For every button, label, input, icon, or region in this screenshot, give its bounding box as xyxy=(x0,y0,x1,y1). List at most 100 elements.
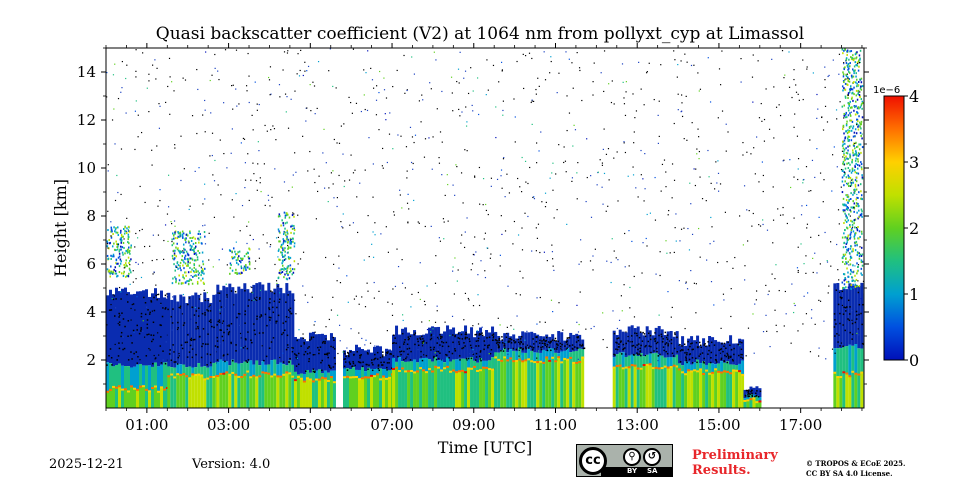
heat-noise xyxy=(506,173,508,175)
heat-noise xyxy=(421,321,423,323)
heat-noise xyxy=(658,135,660,138)
heat-noise xyxy=(224,49,227,51)
heat-cell xyxy=(476,330,480,363)
heat-noise xyxy=(245,85,248,87)
heat-noise xyxy=(412,168,414,170)
heat-noise xyxy=(808,190,810,192)
heat-noise xyxy=(710,182,712,184)
heat-noise xyxy=(625,91,627,93)
heat-noise xyxy=(627,175,629,177)
heat-speck xyxy=(120,229,122,232)
heat-noise xyxy=(151,164,153,166)
heat-cell xyxy=(533,361,537,364)
heat-noise xyxy=(391,314,394,316)
heat-speck xyxy=(285,267,287,270)
heat-speck xyxy=(847,145,849,148)
heat-noise xyxy=(622,81,624,83)
heat-speck xyxy=(729,356,732,359)
heat-cell xyxy=(848,376,852,408)
heat-noise xyxy=(768,290,770,292)
heat-speck xyxy=(846,132,849,135)
heat-speck xyxy=(451,352,454,355)
heat-speck xyxy=(667,343,670,345)
heat-noise xyxy=(271,291,273,293)
heat-speck xyxy=(479,350,482,352)
heat-cell xyxy=(446,365,450,368)
heat-speck xyxy=(718,349,720,351)
heat-speck xyxy=(114,270,117,273)
heat-noise xyxy=(402,319,404,322)
heat-speck xyxy=(847,167,850,170)
heat-speck xyxy=(860,197,862,200)
heat-noise xyxy=(617,259,619,261)
heat-speck xyxy=(833,326,836,328)
heat-cell xyxy=(410,361,414,372)
heat-speck xyxy=(846,64,848,67)
heat-cell xyxy=(690,370,694,373)
heat-cell xyxy=(654,352,658,368)
heat-noise xyxy=(502,114,504,116)
heat-noise xyxy=(711,226,713,228)
heat-cell xyxy=(672,364,676,367)
heat-speck xyxy=(429,338,432,341)
heat-speck xyxy=(475,333,478,336)
heat-noise xyxy=(489,257,491,259)
heat-speck xyxy=(837,341,839,343)
heat-speck xyxy=(232,359,234,362)
heat-cell xyxy=(657,367,661,370)
heat-cell xyxy=(127,292,130,367)
heat-speck xyxy=(847,102,849,105)
heat-noise xyxy=(410,306,412,308)
heat-cell xyxy=(627,366,631,369)
heat-cell xyxy=(237,376,241,408)
heat-cell xyxy=(264,372,268,408)
heat-speck xyxy=(177,264,180,267)
heat-cell xyxy=(258,365,262,377)
heat-noise xyxy=(157,293,159,296)
heat-speck xyxy=(288,277,291,280)
heat-cell xyxy=(735,343,739,366)
heat-speck xyxy=(847,275,850,278)
heat-speck xyxy=(546,346,548,348)
heat-speck xyxy=(856,118,858,121)
heat-noise xyxy=(426,285,428,287)
heat-noise xyxy=(332,170,334,172)
heat-speck xyxy=(400,350,403,352)
heat-noise xyxy=(470,67,472,69)
heat-speck xyxy=(860,272,862,275)
heat-noise xyxy=(457,269,459,271)
heat-speck xyxy=(290,240,293,243)
heat-noise xyxy=(811,309,813,311)
heat-noise xyxy=(410,161,413,164)
heat-noise xyxy=(654,219,657,221)
heat-cell xyxy=(551,348,555,358)
heat-speck xyxy=(691,357,694,359)
heat-noise xyxy=(155,78,157,80)
heat-noise xyxy=(717,261,719,264)
heat-speck xyxy=(174,361,177,363)
heat-noise xyxy=(521,156,523,159)
heat-noise xyxy=(600,72,602,74)
heat-cell xyxy=(506,352,510,361)
heat-noise xyxy=(501,233,503,236)
heat-speck xyxy=(115,298,117,300)
heat-noise xyxy=(836,243,838,246)
heat-speck xyxy=(344,353,346,355)
heat-cell xyxy=(231,359,235,373)
heat-speck xyxy=(178,232,181,235)
heat-speck xyxy=(843,159,846,162)
heat-speck xyxy=(616,342,618,344)
heat-speck xyxy=(457,337,460,339)
heat-speck xyxy=(733,353,735,356)
heat-speck xyxy=(126,227,128,230)
heat-speck xyxy=(708,345,711,347)
heat-noise xyxy=(275,280,278,282)
heat-speck xyxy=(751,394,753,397)
heat-speck xyxy=(115,231,117,234)
heat-speck xyxy=(720,348,723,350)
heat-speck xyxy=(835,289,838,291)
heat-cell xyxy=(839,348,843,378)
heat-speck xyxy=(848,102,851,105)
heat-speck xyxy=(647,332,650,335)
heat-noise xyxy=(659,251,661,253)
